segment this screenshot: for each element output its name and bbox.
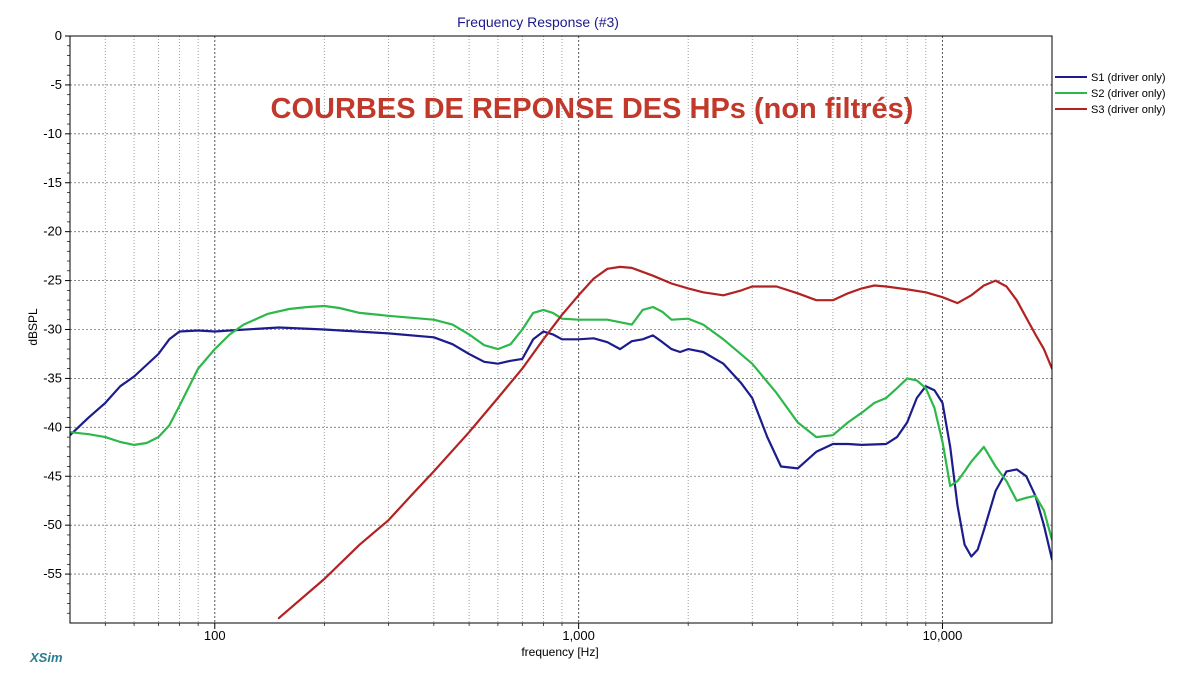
- x-tick-labels: 100 1,000 10,000: [104, 623, 963, 643]
- series-line-s3: [277, 265, 1052, 620]
- y-tick-label: -45: [43, 468, 62, 483]
- series-line-s2: [70, 304, 1052, 541]
- legend-label-s2: S2 (driver only): [1091, 88, 1166, 100]
- y-tick-label: -5: [50, 77, 62, 92]
- y-tick-label: -15: [43, 175, 62, 190]
- y-tick-label: -30: [43, 322, 62, 337]
- x-tick-label: 100: [204, 628, 226, 643]
- y-tick-label: -40: [43, 419, 62, 434]
- y-tick-label: -55: [43, 566, 62, 581]
- y-tick-label: -25: [43, 273, 62, 288]
- x-tick-label: 10,000: [923, 628, 963, 643]
- x-axis-title: frequency [Hz]: [521, 645, 598, 659]
- y-tick-labels: 0 -5 -10 -15 -20 -25 -30 -35 -40 -45 -50 -55: [43, 28, 70, 614]
- chart-title: Frequency Response (#3): [457, 14, 619, 30]
- series-lines: [70, 265, 1052, 620]
- xsim-brand-logo: XSim: [29, 650, 63, 665]
- y-tick-label: -10: [43, 126, 62, 141]
- legend-label-s1: S1 (driver only): [1091, 72, 1166, 84]
- chart-annotation: COURBES DE REPONSE DES HPs (non filtrés): [271, 93, 914, 125]
- y-tick-label: 0: [55, 28, 62, 43]
- grid-lines: [70, 36, 1052, 623]
- legend-label-s3: S3 (driver only): [1091, 104, 1166, 116]
- series-line-s1: [70, 326, 1052, 561]
- chart-legend: S1 (driver only) S2 (driver only) S3 (driv…: [1055, 72, 1166, 116]
- y-tick-label: -35: [43, 370, 62, 385]
- y-tick-label: -20: [43, 224, 62, 239]
- y-tick-label: -50: [43, 517, 62, 532]
- y-axis-title: dBSPL: [26, 308, 40, 346]
- plot-frame: [69, 35, 1053, 624]
- x-tick-label: 1,000: [562, 628, 595, 643]
